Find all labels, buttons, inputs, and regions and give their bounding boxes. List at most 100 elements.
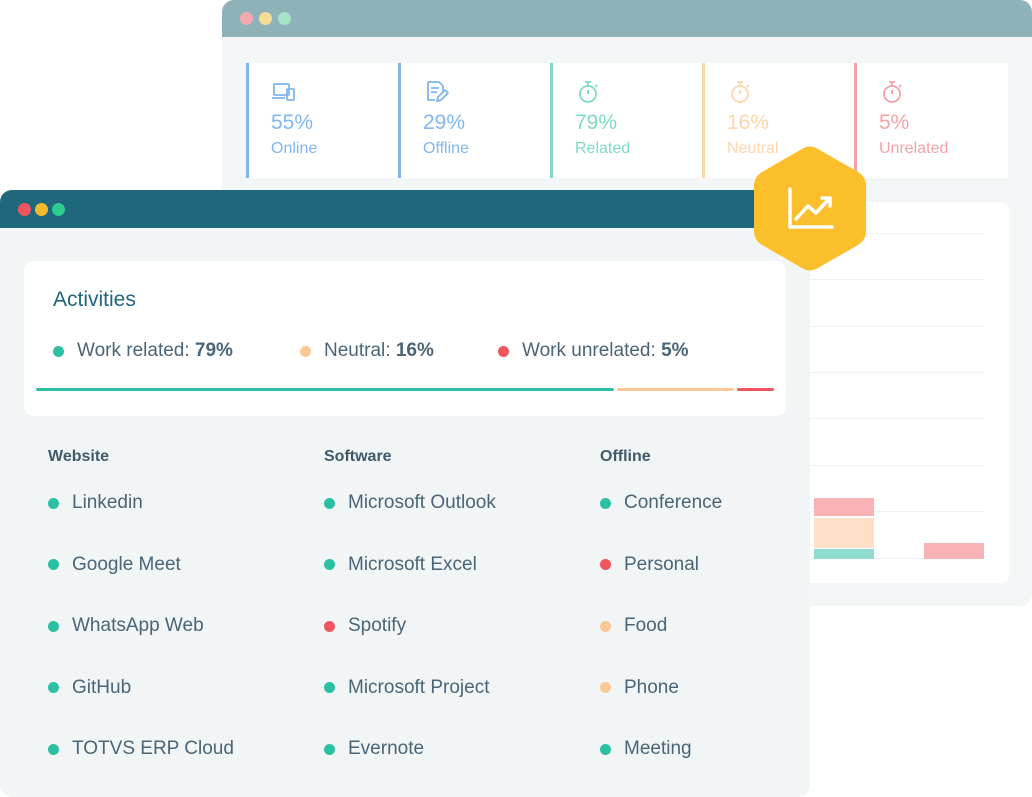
stat-label: Neutral xyxy=(727,140,779,158)
list-item-label: Food xyxy=(624,615,668,636)
status-dot-icon xyxy=(324,497,335,509)
list-item[interactable]: GitHub xyxy=(48,676,234,700)
status-dot-icon xyxy=(600,497,611,509)
list-item[interactable]: WhatsApp Web xyxy=(48,614,234,638)
legend-dot-icon xyxy=(498,345,509,357)
chart-bar-work xyxy=(814,549,874,559)
legend-label: Neutral: xyxy=(324,340,391,361)
devices-icon xyxy=(272,83,295,101)
list-item-label: Microsoft Outlook xyxy=(348,492,496,513)
legend-label: Work related: xyxy=(77,340,190,361)
stat-label: Online xyxy=(271,140,318,158)
list-item[interactable]: Phone xyxy=(600,676,722,700)
list-item-label: Personal xyxy=(624,553,699,575)
minimize-dot-icon[interactable] xyxy=(259,12,272,25)
stat-label: Offline xyxy=(423,140,469,158)
list-item[interactable]: Microsoft Excel xyxy=(324,553,496,577)
list-item-label: TOTVS ERP Cloud xyxy=(72,738,234,759)
list-item[interactable]: Personal xyxy=(600,553,722,577)
grid-line xyxy=(800,558,984,559)
list-item-label: Microsoft Excel xyxy=(348,553,477,575)
status-dot-icon xyxy=(324,559,335,570)
stat-percent: 55% xyxy=(271,111,314,134)
legend-value: 79% xyxy=(194,340,233,361)
grid-line xyxy=(800,326,984,327)
list-item[interactable]: Microsoft Outlook xyxy=(324,491,496,515)
list-item[interactable]: Spotify xyxy=(324,614,496,638)
status-dot-icon xyxy=(48,620,59,632)
chart-bar-unrelated xyxy=(814,498,874,516)
list-item[interactable]: Meeting xyxy=(600,737,722,761)
legend-work-related: Work related: 79% xyxy=(53,340,300,362)
legend-work-unrelated: Work unrelated: 5% xyxy=(498,340,689,362)
front-window: Activities Work related: 79% Neutral: 16… xyxy=(0,190,810,797)
list-item[interactable]: Food xyxy=(600,614,722,638)
status-dot-icon xyxy=(600,743,611,755)
maximize-dot-icon[interactable] xyxy=(52,202,65,216)
grid-line xyxy=(800,372,984,373)
activities-progress-bar xyxy=(36,388,774,391)
list-item-label: GitHub xyxy=(72,676,132,698)
list-item[interactable]: TOTVS ERP Cloud xyxy=(48,737,234,761)
list-item[interactable]: Evernote xyxy=(324,737,496,761)
list-item-label: Meeting xyxy=(624,738,692,759)
legend-value: 16% xyxy=(395,340,434,361)
column-website: Website Linkedin Google Meet WhatsApp Web G… xyxy=(48,448,234,761)
list-item-label: WhatsApp Web xyxy=(72,615,204,636)
activities-title: Activities xyxy=(53,288,136,311)
status-dot-icon xyxy=(324,620,335,632)
stopwatch-icon xyxy=(731,81,750,103)
legend-neutral: Neutral: 16% xyxy=(300,340,498,362)
list-item-label: Conference xyxy=(624,492,723,513)
close-dot-icon[interactable] xyxy=(18,202,31,216)
status-dot-icon xyxy=(600,559,611,570)
column-items: Conference Personal Food Phone Meeting xyxy=(600,491,722,761)
activities-legend: Work related: 79% Neutral: 16% Work unre… xyxy=(53,340,689,362)
status-dot-icon xyxy=(48,743,59,755)
back-window: 55% Online 29% Offline 79% Related 16% N… xyxy=(222,0,1032,606)
status-dot-icon xyxy=(324,743,335,755)
progress-segment-unrelated xyxy=(737,388,774,391)
column-items: Microsoft Outlook Microsoft Excel Spotify M… xyxy=(324,491,496,761)
stopwatch-icon xyxy=(883,81,902,103)
list-item[interactable]: Conference xyxy=(600,491,722,515)
stat-online[interactable]: 55% Online xyxy=(246,63,398,178)
column-software: Software Microsoft Outlook Microsoft Exce… xyxy=(324,448,496,761)
list-item[interactable]: Google Meet xyxy=(48,553,234,577)
grid-line xyxy=(800,465,984,466)
grid-line xyxy=(800,511,984,512)
edit-document-icon xyxy=(427,81,449,103)
maximize-dot-icon[interactable] xyxy=(278,12,291,25)
stopwatch-icon xyxy=(579,81,598,103)
legend-dot-icon xyxy=(53,345,64,357)
progress-segment-work xyxy=(36,388,614,391)
column-items: Linkedin Google Meet WhatsApp Web GitHub TOT… xyxy=(48,491,234,761)
progress-segment-neutral xyxy=(617,388,734,391)
stat-related[interactable]: 79% Related xyxy=(550,63,702,178)
trending-up-icon xyxy=(754,146,866,271)
back-window-titlebar xyxy=(222,0,1032,37)
stat-percent: 29% xyxy=(423,111,466,134)
activities-card: Activities Work related: 79% Neutral: 16… xyxy=(24,261,786,416)
column-heading: Website xyxy=(48,448,110,465)
stat-percent: 5% xyxy=(879,111,910,134)
stat-offline[interactable]: 29% Offline xyxy=(398,63,550,178)
list-item-label: Phone xyxy=(624,676,679,698)
list-item[interactable]: Microsoft Project xyxy=(324,676,496,700)
close-dot-icon[interactable] xyxy=(240,12,253,25)
list-item-label: Linkedin xyxy=(72,492,143,513)
list-item-label: Google Meet xyxy=(72,553,181,575)
stat-percent: 16% xyxy=(727,111,770,134)
minimize-dot-icon[interactable] xyxy=(35,202,48,216)
column-heading: Offline xyxy=(600,448,651,465)
list-item[interactable]: Linkedin xyxy=(48,491,234,515)
legend-dot-icon xyxy=(300,345,311,357)
stat-unrelated[interactable]: 5% Unrelated xyxy=(854,63,1006,178)
stats-row: 55% Online 29% Offline 79% Related 16% N… xyxy=(246,63,1008,178)
status-dot-icon xyxy=(48,682,59,693)
stat-label: Related xyxy=(575,140,631,158)
list-item-label: Spotify xyxy=(348,615,407,636)
status-dot-icon xyxy=(600,682,611,693)
status-dot-icon xyxy=(48,559,59,570)
stat-neutral[interactable]: 16% Neutral xyxy=(702,63,854,178)
